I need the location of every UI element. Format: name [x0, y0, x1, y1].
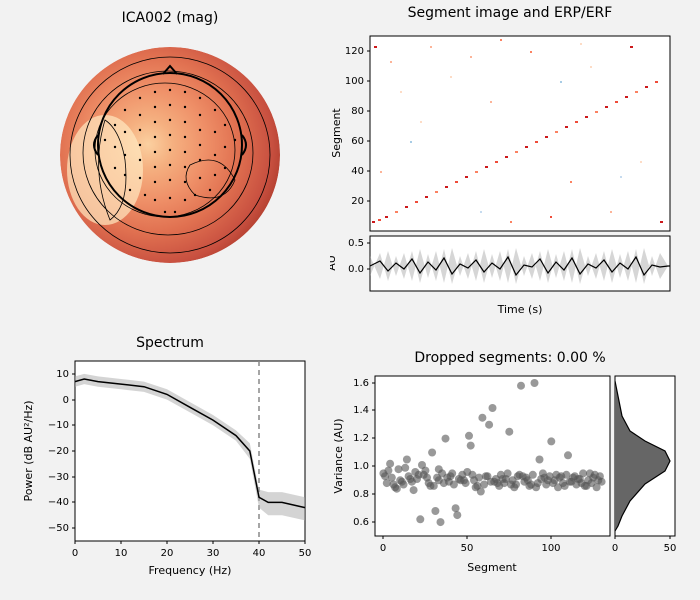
spectrum-svg: 0 10 20 30 40 50 −50 −40 −30 −20 −10 0 1…	[20, 351, 320, 586]
variance-xlabel: Segment	[467, 561, 517, 574]
variance-panel: Dropped segments: 0.00 % 0 50 100 0.6 0.…	[330, 350, 690, 590]
variance-svg: 0 50 100 0.6 0.8 1.0 1.2 1.4 1.6 0 50 Se…	[330, 366, 690, 586]
svg-text:10: 10	[56, 369, 69, 380]
segment-xlabel: Time (s)	[497, 303, 543, 316]
svg-text:0.8: 0.8	[353, 489, 369, 500]
spectrum-panel: Spectrum 0 10 20 30 40 50 −50 −40 −3	[20, 335, 320, 590]
svg-text:100: 100	[541, 543, 560, 554]
svg-text:1.0: 1.0	[353, 461, 369, 472]
svg-text:50: 50	[299, 548, 312, 559]
svg-text:0: 0	[612, 543, 618, 554]
variance-title: Dropped segments: 0.00 %	[330, 350, 690, 366]
svg-text:50: 50	[664, 543, 677, 554]
svg-text:0.5: 0.5	[348, 238, 364, 249]
svg-text:10: 10	[115, 548, 128, 559]
segment-title: Segment image and ERP/ERF	[330, 5, 690, 21]
svg-text:0: 0	[72, 548, 78, 559]
svg-text:0: 0	[63, 395, 69, 406]
segment-svg: 20 40 60 80 100 120 Segment 0.0 0.5 AU T…	[330, 21, 690, 321]
svg-text:50: 50	[461, 543, 474, 554]
svg-text:−30: −30	[48, 472, 69, 483]
svg-text:1.6: 1.6	[353, 378, 369, 389]
svg-text:0.6: 0.6	[353, 517, 369, 528]
svg-text:−40: −40	[48, 497, 69, 508]
svg-text:100: 100	[345, 76, 364, 87]
au-label: AU	[330, 255, 338, 271]
svg-text:1.4: 1.4	[353, 405, 369, 416]
segment-panel: Segment image and ERP/ERF	[330, 5, 690, 325]
svg-text:80: 80	[351, 106, 364, 117]
svg-text:1.2: 1.2	[353, 433, 369, 444]
svg-text:0: 0	[380, 543, 386, 554]
spectrum-ylabel: Power (dB AU²/Hz)	[22, 400, 35, 501]
variance-ylabel: Variance (AU)	[332, 418, 345, 493]
svg-text:−20: −20	[48, 446, 69, 457]
spectrum-xlabel: Frequency (Hz)	[149, 564, 232, 577]
topomap-panel: ICA002 (mag)	[30, 10, 310, 290]
svg-text:−10: −10	[48, 420, 69, 431]
svg-text:20: 20	[161, 548, 174, 559]
svg-text:0.0: 0.0	[348, 264, 364, 275]
svg-text:30: 30	[207, 548, 220, 559]
svg-text:120: 120	[345, 46, 364, 57]
svg-text:40: 40	[351, 166, 364, 177]
svg-text:40: 40	[253, 548, 266, 559]
topomap-svg	[50, 40, 290, 270]
segment-ylabel: Segment	[330, 108, 343, 158]
svg-text:60: 60	[351, 136, 364, 147]
svg-text:−50: −50	[48, 523, 69, 534]
spectrum-title: Spectrum	[20, 335, 320, 351]
svg-text:20: 20	[351, 196, 364, 207]
topomap-title: ICA002 (mag)	[30, 10, 310, 26]
